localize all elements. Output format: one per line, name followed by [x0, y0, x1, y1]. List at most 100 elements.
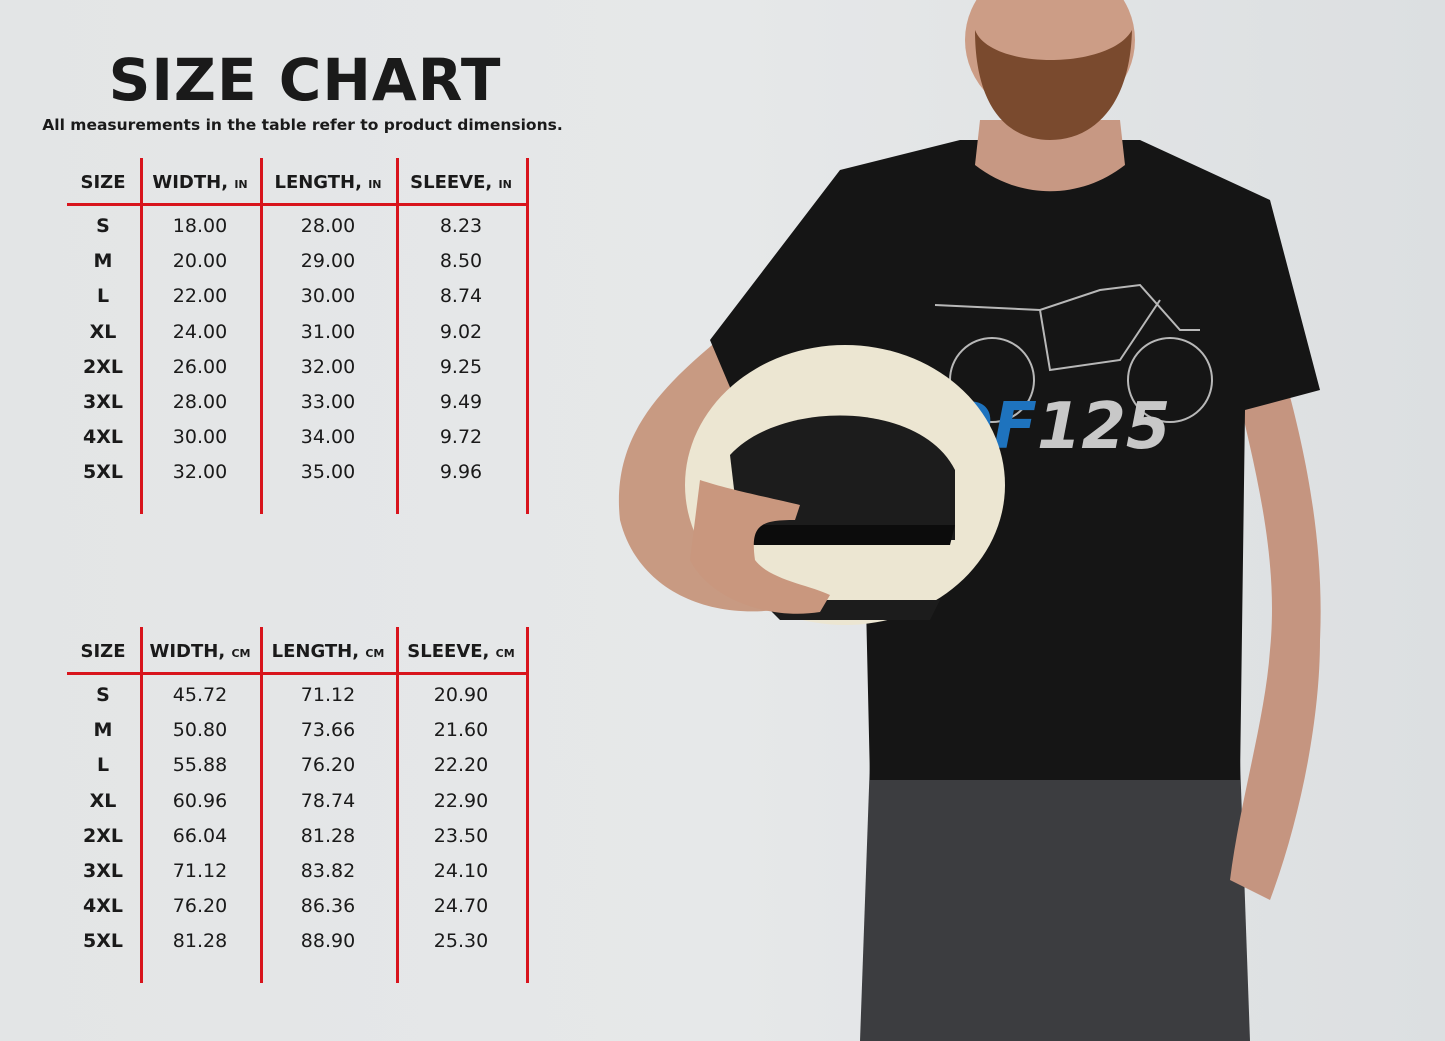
size-label: 4XL — [83, 895, 123, 918]
size-table-cm: SIZE WIDTH, CM LENGTH, CM SLEEVE, CM S 45.72 7… — [67, 627, 529, 983]
measurement-cell: 32.00 — [300, 355, 356, 378]
size-label: XL — [89, 320, 117, 343]
subtitle: All measurements in the table refer to p… — [42, 116, 563, 134]
measurement-cell: 35.00 — [300, 461, 356, 484]
measurement-cell: 9.96 — [439, 461, 483, 484]
header-label: SLEEVE, — [410, 172, 493, 193]
measurement-cell: 81.28 — [300, 824, 356, 847]
measurement-cell: 55.88 — [172, 754, 228, 777]
column-header: SLEEVE, CM — [396, 641, 526, 662]
page-title: SIZE CHART — [108, 46, 502, 114]
measurement-cell: 22.00 — [172, 285, 228, 308]
measurement-cell: 71.12 — [172, 860, 228, 882]
measurement-cell: 25.30 — [433, 930, 489, 953]
measurement-cell: 21.60 — [433, 719, 489, 742]
neck — [975, 120, 1125, 192]
measurement-cell: 20.90 — [433, 684, 489, 706]
column-header: SIZE — [67, 172, 139, 193]
header-unit: CM — [365, 647, 385, 660]
measurement-cell: 71.12 — [300, 684, 356, 706]
size-label: 2XL — [83, 355, 123, 378]
measurement-cell: 73.66 — [300, 719, 356, 742]
measurement-cell: 18.00 — [172, 215, 228, 237]
size-label: 5XL — [83, 461, 123, 484]
size-label: S — [96, 215, 110, 237]
grid-line-vertical — [396, 158, 399, 514]
right-arm — [618, 330, 820, 612]
measurement-cell: 66.04 — [172, 824, 228, 847]
grid-line-vertical — [140, 627, 143, 983]
size-label: 5XL — [83, 930, 123, 953]
header-unit: IN — [234, 178, 248, 191]
measurement-cell: 33.00 — [300, 391, 356, 413]
t-shirt — [710, 140, 1320, 780]
measurement-cell: 29.00 — [300, 250, 356, 273]
grid-line-vertical — [526, 627, 529, 983]
header-unit: CM — [495, 647, 515, 660]
column-header: WIDTH, IN — [140, 172, 260, 193]
measurement-cell: 60.96 — [172, 789, 228, 812]
size-table-inches: SIZE WIDTH, IN LENGTH, IN SLEEVE, IN S 18.00 2… — [67, 158, 529, 514]
measurement-cell: 8.23 — [439, 215, 483, 237]
grid-line-horizontal — [67, 203, 529, 206]
measurement-cell: 22.90 — [433, 789, 489, 812]
size-label: M — [93, 719, 113, 742]
size-label: M — [93, 250, 113, 273]
header-label: SLEEVE, — [407, 641, 490, 662]
measurement-cell: 76.20 — [300, 754, 356, 777]
header-label: WIDTH, — [149, 641, 226, 662]
measurement-cell: 28.00 — [172, 391, 228, 413]
measurement-cell: 30.00 — [172, 426, 228, 449]
grid-line-vertical — [140, 158, 143, 514]
header-unit: CM — [231, 647, 251, 660]
measurement-cell: 8.74 — [439, 285, 483, 308]
beard — [975, 30, 1132, 140]
grid-line-vertical — [260, 158, 263, 514]
measurement-cell: 22.20 — [433, 754, 489, 777]
measurement-cell: 45.72 — [172, 684, 228, 706]
size-label: L — [96, 754, 110, 777]
header-label: LENGTH, — [274, 172, 362, 193]
measurement-cell: 24.00 — [172, 320, 228, 343]
measurement-cell: 76.20 — [172, 895, 228, 918]
column-header: SIZE — [67, 641, 139, 662]
header-label: SIZE — [80, 172, 126, 193]
model-photo: DF125 — [618, 0, 1321, 1041]
measurement-cell: 30.00 — [300, 285, 356, 308]
grid-line-vertical — [526, 158, 529, 514]
hand — [690, 480, 830, 614]
grid-line-vertical — [260, 627, 263, 983]
measurement-cell: 26.00 — [172, 355, 228, 378]
size-label: 3XL — [83, 860, 123, 882]
size-label: 4XL — [83, 426, 123, 449]
size-label: 3XL — [83, 391, 123, 413]
size-label: L — [96, 285, 110, 308]
motorcycle-graphic — [934, 283, 1213, 423]
header-label: LENGTH, — [271, 641, 360, 662]
measurement-cell: 31.00 — [300, 320, 356, 343]
measurement-cell: 9.49 — [439, 391, 483, 413]
measurement-cell: 83.82 — [300, 860, 356, 882]
measurement-cell: 9.02 — [439, 320, 483, 343]
column-header: WIDTH, CM — [140, 641, 260, 662]
header-label: WIDTH, — [152, 172, 229, 193]
measurement-cell: 88.90 — [300, 930, 356, 953]
size-label: XL — [89, 789, 117, 812]
grid-line-vertical — [396, 627, 399, 983]
column-header: LENGTH, CM — [260, 641, 396, 662]
measurement-cell: 34.00 — [300, 426, 356, 449]
measurement-cell: 86.36 — [300, 895, 356, 918]
jeans — [860, 760, 1250, 1041]
column-header: SLEEVE, IN — [396, 172, 526, 193]
measurement-cell: 20.00 — [172, 250, 228, 273]
helmet — [685, 345, 1005, 625]
measurement-cell: 81.28 — [172, 930, 228, 953]
measurement-cell: 24.10 — [433, 860, 489, 882]
measurement-cell: 32.00 — [172, 461, 228, 484]
measurement-cell: 9.72 — [439, 426, 483, 449]
column-header: LENGTH, IN — [260, 172, 396, 193]
header-unit: IN — [498, 178, 512, 191]
measurement-cell: 28.00 — [300, 215, 356, 237]
measurement-cell: 50.80 — [172, 719, 228, 742]
left-arm — [1230, 360, 1321, 900]
